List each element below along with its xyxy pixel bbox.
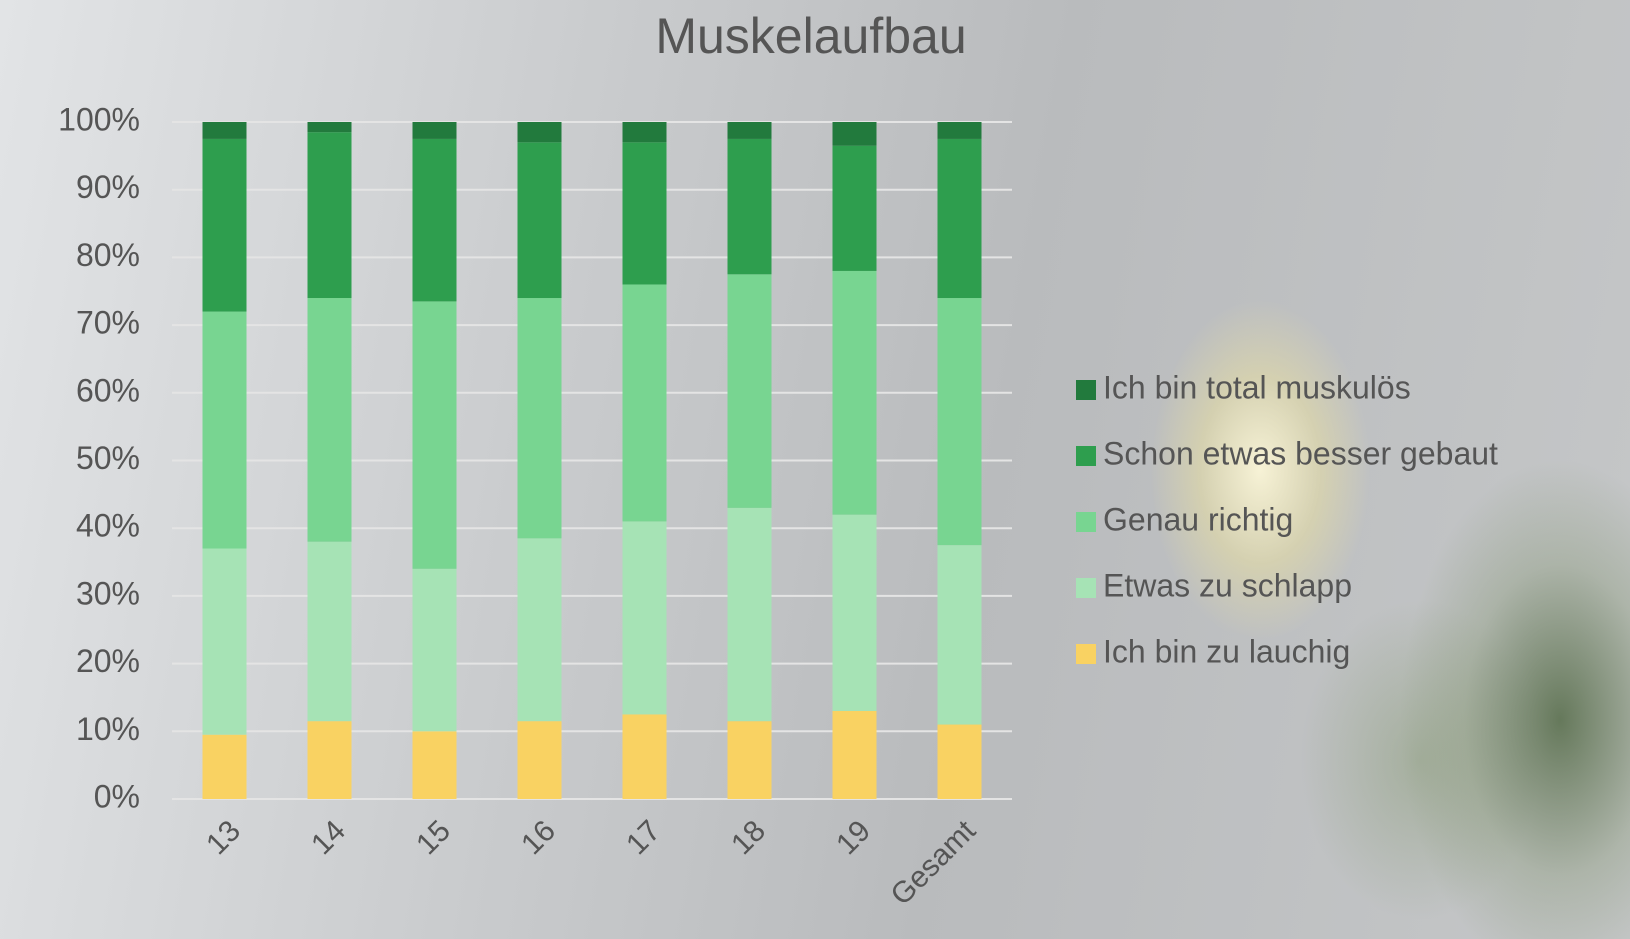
bar-segment [203, 139, 247, 312]
legend-swatch [1076, 446, 1096, 466]
y-tick-label: 60% [76, 372, 140, 408]
bar-segment [308, 721, 352, 799]
chart-title: Muskelaufbau [655, 8, 966, 64]
bar-segment [728, 139, 772, 274]
bar-segment [308, 122, 352, 132]
bar-segment [623, 714, 667, 799]
legend-label: Schon etwas besser gebaut [1103, 435, 1498, 471]
y-tick-label: 40% [76, 508, 140, 544]
bar-segment [518, 721, 562, 799]
bar-segment [413, 731, 457, 799]
x-tick-label: 17 [620, 814, 667, 861]
bar-segment [203, 312, 247, 549]
y-tick-label: 30% [76, 575, 140, 611]
bar-segment [518, 142, 562, 298]
bar-segment [518, 298, 562, 538]
bar-segment [413, 569, 457, 731]
bar-segment [833, 515, 877, 711]
y-tick-label: 50% [76, 440, 140, 476]
bar-segment [833, 711, 877, 799]
bar-segment [833, 271, 877, 515]
bar-segment [833, 146, 877, 271]
bar-segment [308, 542, 352, 721]
x-tick-label: 19 [830, 814, 877, 861]
bar-segment [623, 122, 667, 142]
legend-swatch [1076, 644, 1096, 664]
bar-segment [623, 142, 667, 284]
bar-segment [938, 139, 982, 298]
y-tick-label: 100% [58, 101, 140, 137]
bar-segment [413, 301, 457, 568]
y-tick-label: 80% [76, 237, 140, 273]
bar-segment [623, 521, 667, 714]
x-tick-label: 15 [410, 814, 457, 861]
bar-segment [308, 298, 352, 542]
bar-segment [308, 132, 352, 298]
bar-segment [938, 725, 982, 799]
x-tick-label: 14 [305, 814, 352, 861]
bar-segment [203, 735, 247, 799]
bar-segment [938, 545, 982, 724]
y-tick-label: 10% [76, 711, 140, 747]
bar-segment [413, 139, 457, 301]
legend-swatch [1076, 512, 1096, 532]
legend-label: Ich bin zu lauchig [1103, 633, 1350, 669]
x-tick-label: 18 [725, 814, 772, 861]
legend-label: Ich bin total muskulös [1103, 369, 1411, 405]
bar-segment [518, 538, 562, 721]
x-tick-label: Gesamt [884, 814, 982, 912]
bar-segment [728, 274, 772, 508]
bar-segment [623, 284, 667, 521]
legend-swatch [1076, 380, 1096, 400]
bar-segment [518, 122, 562, 142]
bar-segment [728, 721, 772, 799]
bar-segment [728, 508, 772, 721]
bar-segment [938, 122, 982, 139]
bar-segment [833, 122, 877, 146]
bar-segment [728, 122, 772, 139]
y-tick-label: 70% [76, 305, 140, 341]
bar-segment [938, 298, 982, 545]
y-tick-label: 0% [94, 778, 140, 814]
x-tick-label: 13 [200, 814, 247, 861]
bar-segment [413, 122, 457, 139]
bar-segment [203, 122, 247, 139]
y-tick-label: 20% [76, 643, 140, 679]
legend-swatch [1076, 578, 1096, 598]
chart: Muskelaufbau 0% 10% 20% 30% 40% 50% 60% 70% 80% 9… [0, 0, 1630, 939]
y-tick-label: 90% [76, 169, 140, 205]
x-tick-label: 16 [515, 814, 562, 861]
legend-label: Etwas zu schlapp [1103, 567, 1352, 603]
legend-label: Genau richtig [1103, 501, 1293, 537]
bar-segment [203, 549, 247, 735]
